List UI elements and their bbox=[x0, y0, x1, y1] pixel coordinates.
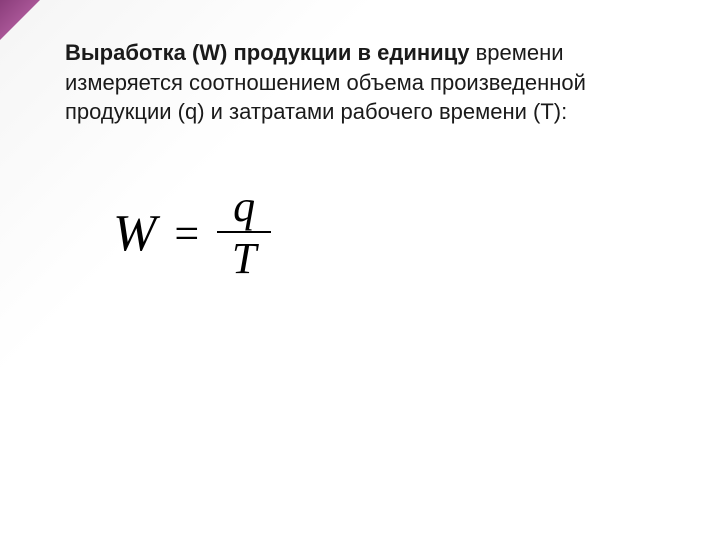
definition-lead: Выработка (W) продукции в единицу bbox=[65, 40, 469, 65]
formula-fraction: q T bbox=[217, 185, 271, 281]
formula-denominator: T bbox=[222, 233, 266, 281]
definition-paragraph: Выработка (W) продукции в единицу времен… bbox=[65, 38, 670, 127]
formula-equals: = bbox=[174, 208, 199, 259]
formula-lhs: W bbox=[113, 204, 156, 263]
slide-content: Выработка (W) продукции в единицу времен… bbox=[0, 0, 720, 311]
formula-numerator: q bbox=[223, 185, 265, 231]
formula: W = q T bbox=[113, 185, 670, 281]
